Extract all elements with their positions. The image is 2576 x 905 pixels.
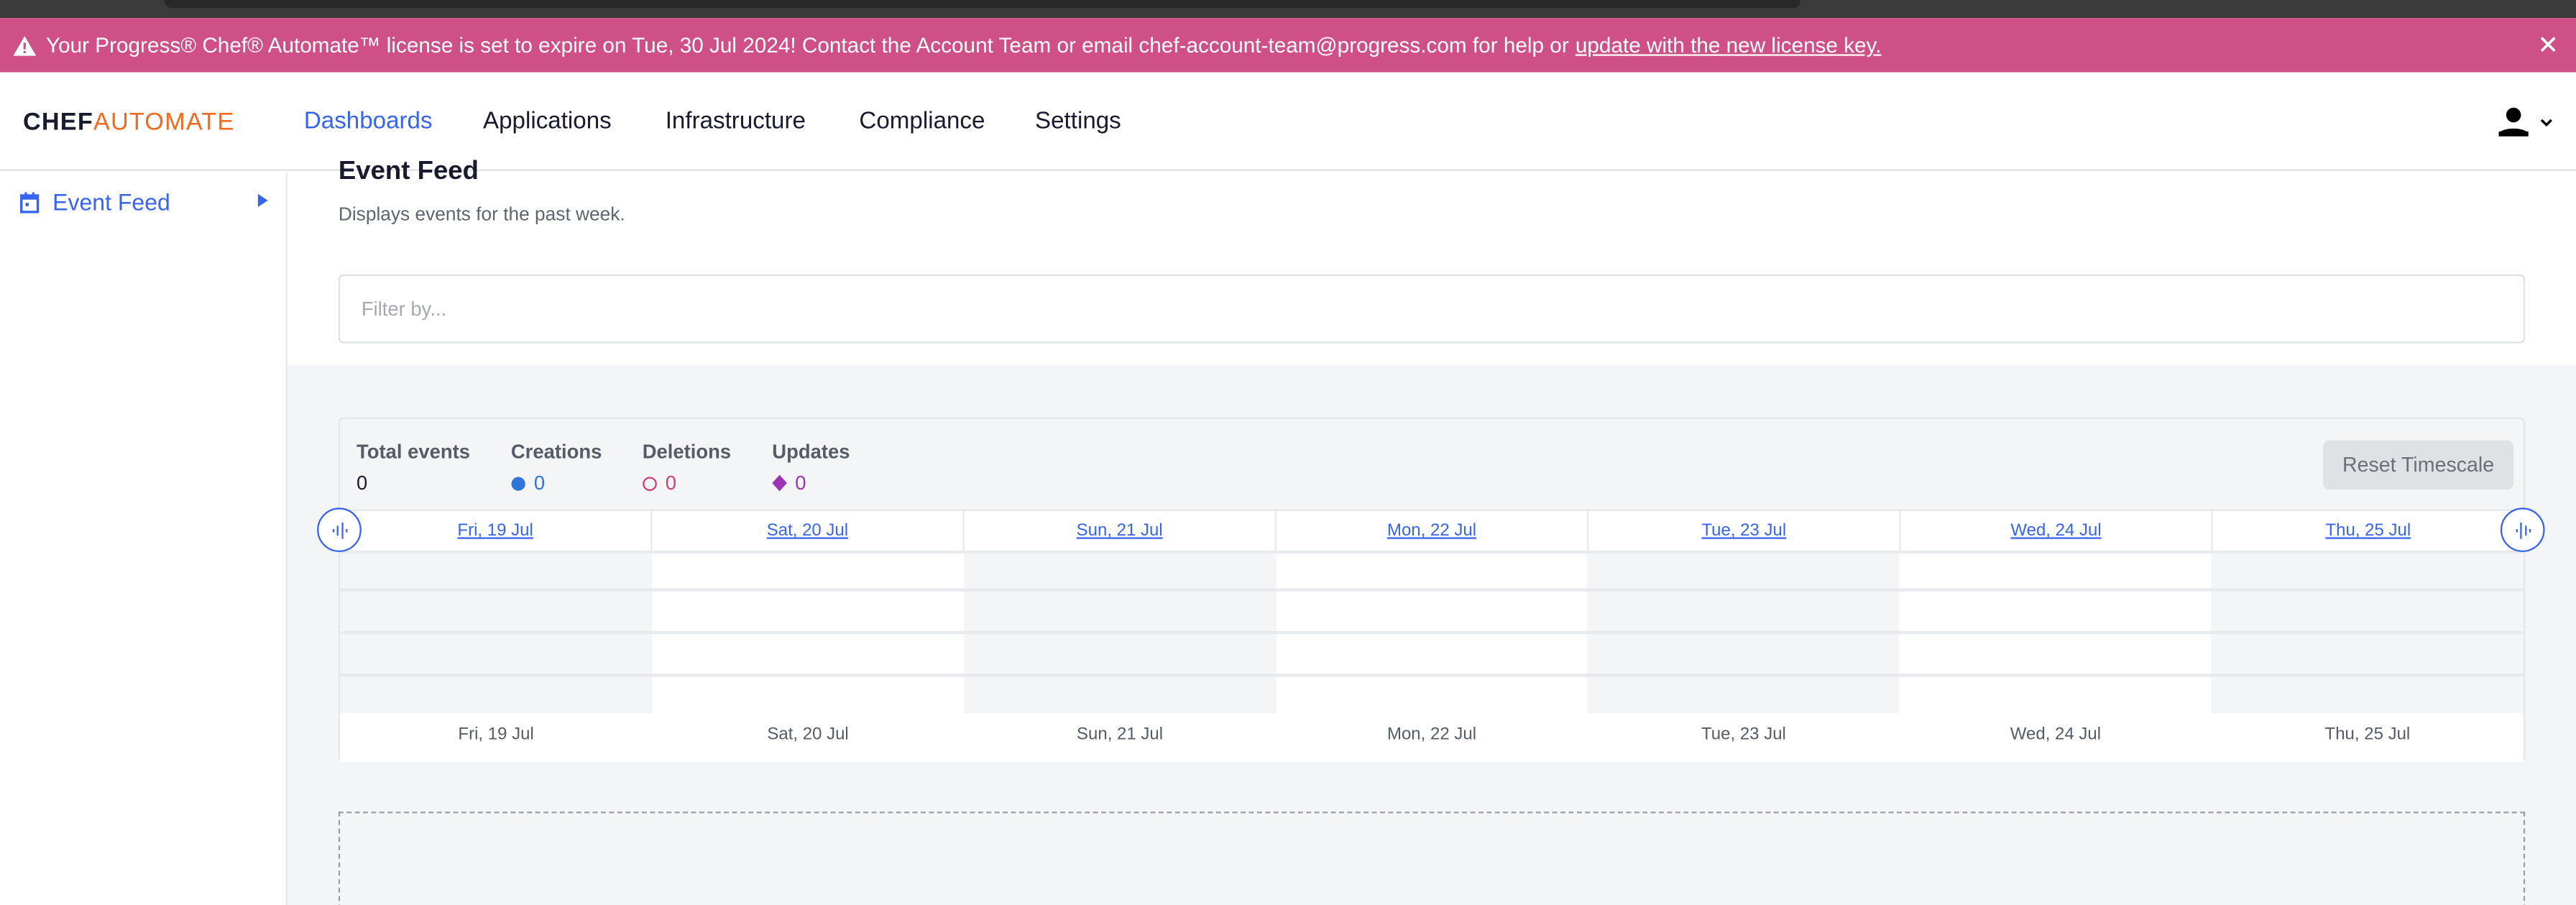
axis-label: Thu, 25 Jul — [2324, 724, 2411, 745]
day-column — [340, 553, 653, 713]
day-column — [1276, 553, 1588, 713]
user-menu[interactable] — [2497, 105, 2562, 146]
filter-input[interactable] — [338, 274, 2526, 344]
grip-icon — [331, 521, 347, 538]
date-header-row: Fri, 19 Jul Sat, 20 Jul Sun, 21 Jul Mon,… — [340, 509, 2524, 554]
stat-deletions: Deletions 0 — [643, 441, 731, 495]
grid-line — [340, 588, 2524, 591]
day-column — [964, 553, 1276, 713]
stat-value: 0 — [533, 471, 546, 495]
event-list-placeholder — [338, 812, 2526, 905]
warning-icon — [13, 35, 37, 55]
browser-top-bar — [0, 0, 2576, 19]
date-link[interactable]: Tue, 23 Jul — [1701, 520, 1787, 541]
date-link[interactable]: Fri, 19 Jul — [457, 520, 533, 541]
page-title: Event Feed — [338, 157, 479, 186]
logo-chef: CHEF — [22, 108, 93, 137]
stat-label: Creations — [510, 440, 602, 464]
nav-applications[interactable]: Applications — [482, 108, 612, 135]
stat-value: 0 — [665, 471, 676, 495]
update-license-link[interactable]: update with the new license key. — [1575, 32, 1882, 58]
grid-line — [340, 630, 2524, 634]
axis-label: Sat, 20 Jul — [767, 724, 849, 745]
stat-updates: Updates 0 — [772, 441, 850, 495]
date-link[interactable]: Wed, 24 Jul — [2010, 520, 2102, 541]
axis-label: Fri, 19 Jul — [458, 724, 534, 745]
grid-line — [340, 674, 2524, 676]
date-link[interactable]: Sun, 21 Jul — [1076, 520, 1163, 541]
timescale-right-handle[interactable] — [2500, 507, 2545, 552]
stat-label: Deletions — [642, 440, 732, 464]
nav-dashboards[interactable]: Dashboards — [303, 108, 433, 135]
stat-label: Total events — [356, 440, 471, 464]
page-description: Displays events for the past week. — [338, 205, 625, 226]
logo-automate: AUTOMATE — [93, 108, 235, 137]
axis-label: Sun, 21 Jul — [1076, 724, 1164, 745]
nav-compliance[interactable]: Compliance — [859, 108, 985, 135]
day-column — [1899, 553, 2212, 713]
stat-label: Updates — [772, 440, 850, 464]
grip-icon — [2515, 521, 2530, 538]
hollow-circle-icon — [643, 476, 657, 490]
calendar-icon — [19, 191, 40, 213]
close-icon[interactable] — [2536, 33, 2559, 56]
axis-label: Mon, 22 Jul — [1386, 724, 1477, 745]
sidebar-item-event-feed[interactable]: Event Feed — [19, 188, 274, 217]
day-column — [652, 553, 965, 713]
timescale-left-handle[interactable] — [317, 507, 362, 552]
nav-infrastructure[interactable]: Infrastructure — [665, 108, 806, 135]
event-timeline-card: Total events 0 Creations 0 Deletions 0 U… — [317, 417, 2545, 763]
diamond-icon — [772, 474, 787, 492]
stat-value: 0 — [356, 471, 368, 495]
stat-value: 0 — [795, 471, 806, 495]
date-link[interactable]: Mon, 22 Jul — [1386, 520, 1477, 541]
banner-text: Your Progress® Chef® Automate™ license i… — [45, 32, 1569, 58]
chef-automate-logo[interactable]: CHEFAUTOMATE — [23, 109, 234, 137]
date-link[interactable]: Sat, 20 Jul — [766, 520, 849, 541]
axis-label: Wed, 24 Jul — [2010, 724, 2102, 745]
license-banner: Your Progress® Chef® Automate™ license i… — [0, 18, 2576, 73]
day-column — [2211, 553, 2524, 713]
day-column — [1587, 553, 1900, 713]
event-feed-section: Total events 0 Creations 0 Deletions 0 U… — [287, 364, 2576, 905]
reset-timescale-button[interactable]: Reset Timescale — [2322, 440, 2514, 490]
event-grid — [340, 553, 2524, 713]
sidebar-item-label: Event Feed — [52, 188, 170, 216]
browser-tab-strip — [164, 0, 1801, 9]
chevron-down-icon — [2540, 119, 2552, 127]
stat-creations: Creations 0 — [511, 441, 602, 495]
date-link[interactable]: Thu, 25 Jul — [2325, 520, 2411, 541]
stat-total-events: Total events 0 — [356, 441, 470, 495]
top-navigation: CHEFAUTOMATE Dashboards Applications Inf… — [0, 72, 2576, 171]
filled-circle-icon — [511, 476, 525, 490]
user-icon — [2498, 107, 2552, 137]
date-axis: Fri, 19 Jul Sat, 20 Jul Sun, 21 Jul Mon,… — [340, 712, 2524, 763]
axis-label: Tue, 23 Jul — [1701, 724, 1786, 745]
caret-right-icon — [257, 193, 268, 207]
main-content: Event Feed Displays events for the past … — [287, 157, 2576, 905]
nav-settings[interactable]: Settings — [1034, 108, 1121, 135]
sidebar: Event Feed — [0, 172, 288, 905]
